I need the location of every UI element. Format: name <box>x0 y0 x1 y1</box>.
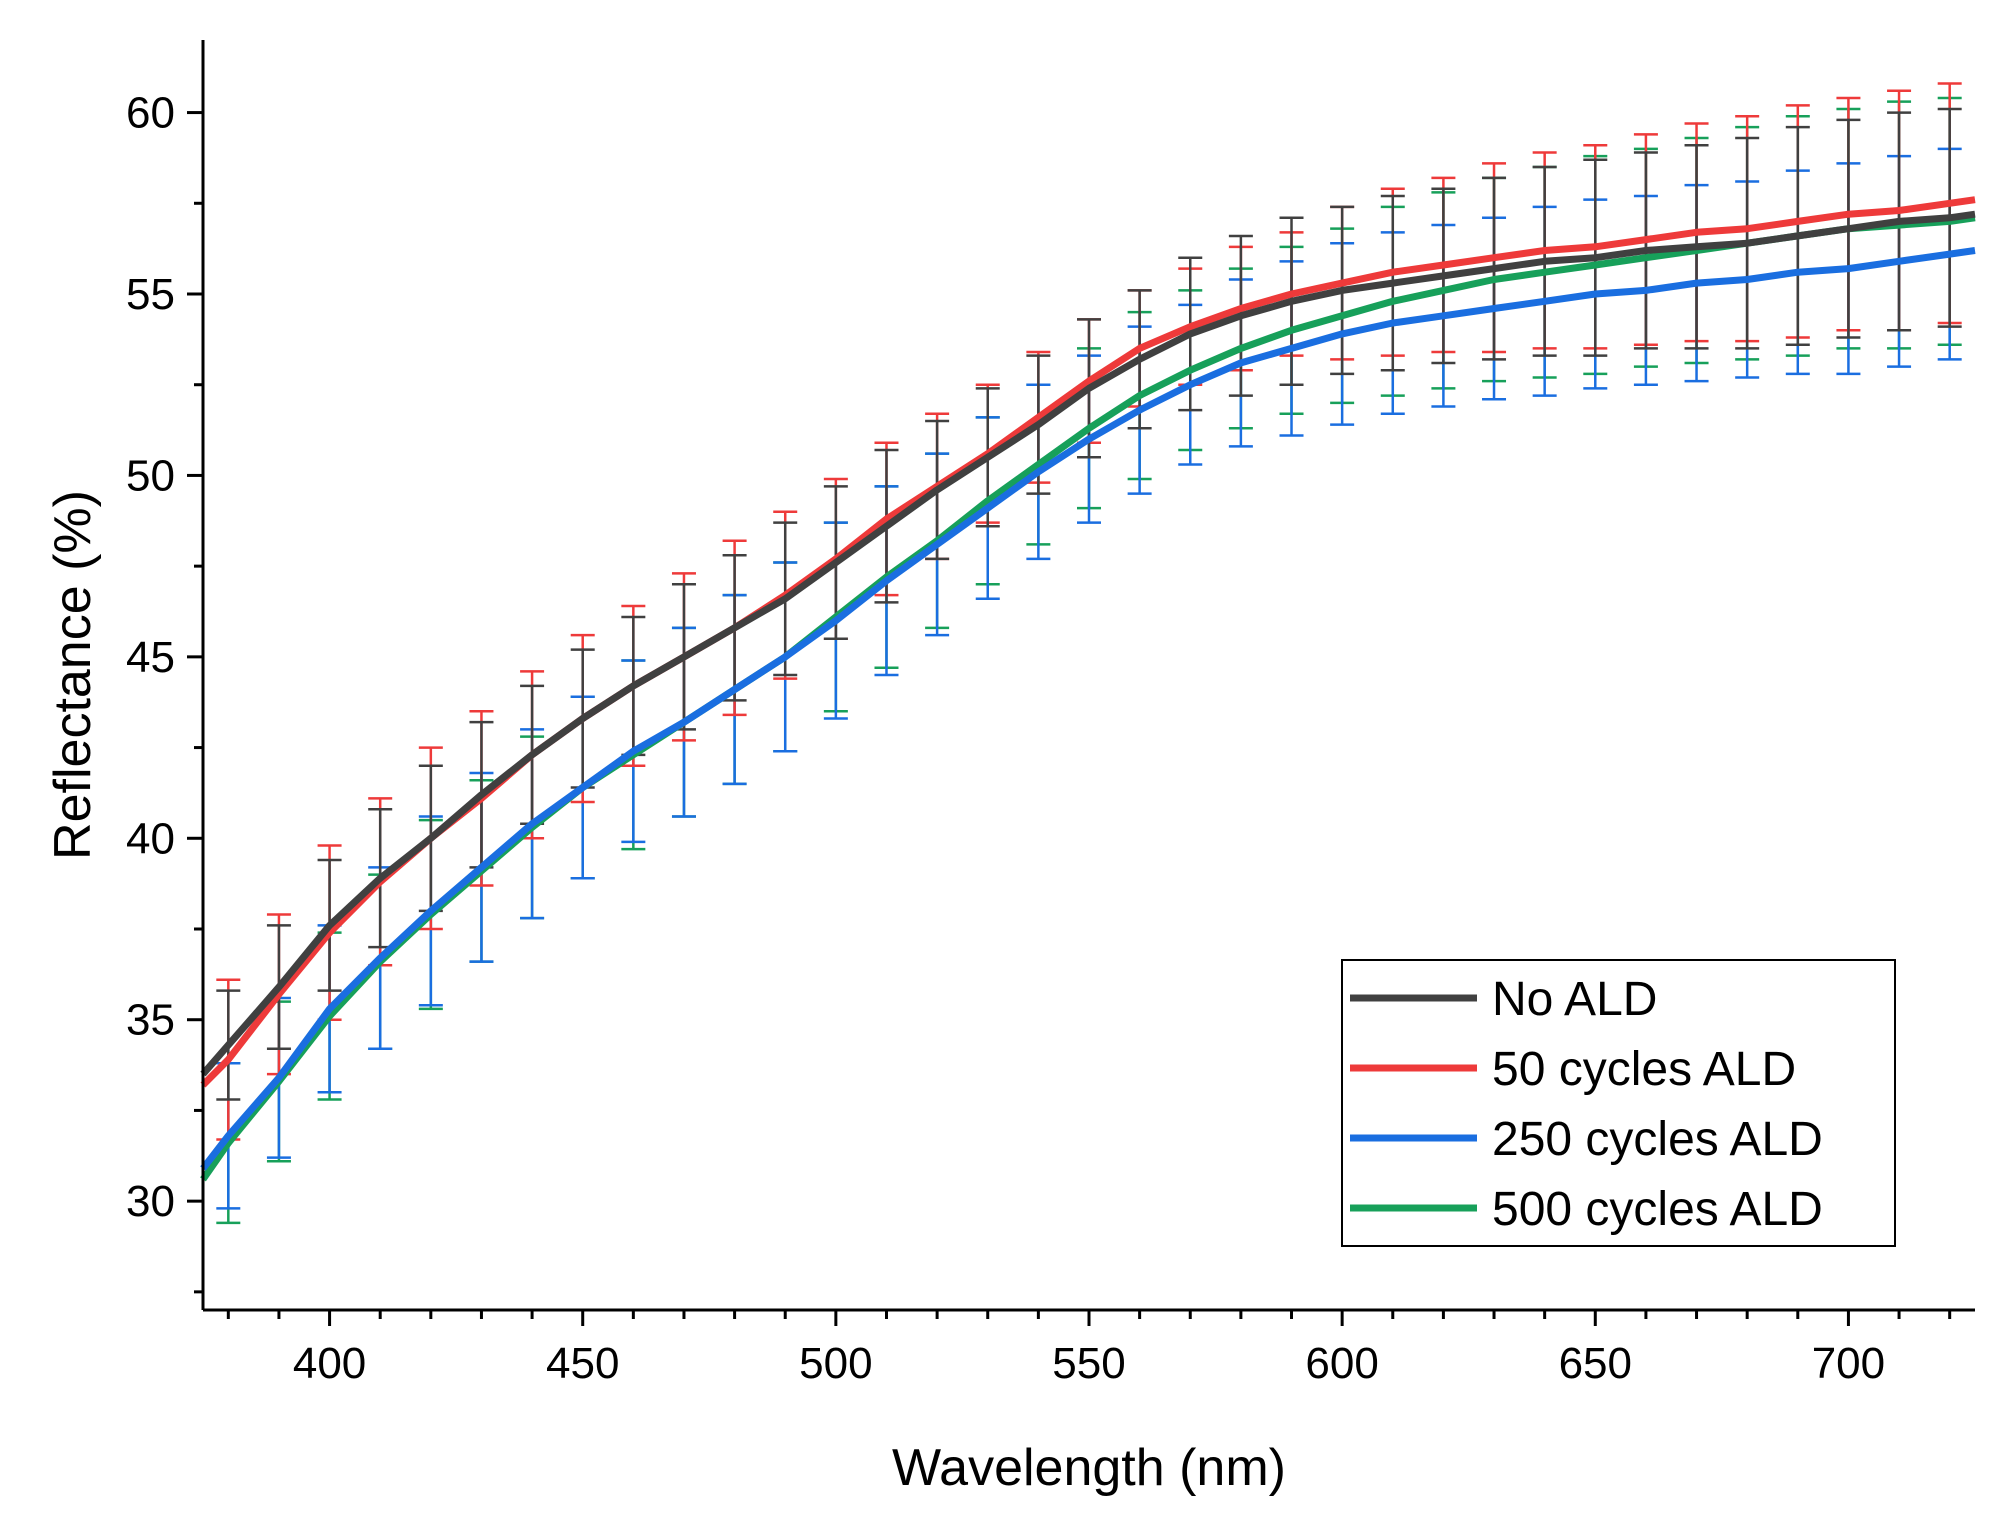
x-tick-label: 450 <box>546 1339 619 1388</box>
x-tick-label: 550 <box>1052 1339 1125 1388</box>
x-tick-label: 700 <box>1812 1339 1885 1388</box>
y-axis-title: Reflectance (%) <box>44 490 102 860</box>
y-tick-label: 60 <box>126 89 175 138</box>
legend-box <box>1341 959 1896 1247</box>
y-tick-label: 40 <box>126 814 175 863</box>
x-axis-title: Wavelength (nm) <box>892 1439 1286 1497</box>
x-tick-label: 650 <box>1559 1339 1632 1388</box>
y-tick-label: 35 <box>126 996 175 1045</box>
axes: 400 450 500 550 600 650 700 30 35 40 45 50 55 60 <box>126 40 1975 1388</box>
legend-label: 500 cycles ALD <box>1492 1183 1823 1236</box>
legend-label: 50 cycles ALD <box>1492 1043 1796 1096</box>
x-tick-label: 500 <box>799 1339 872 1388</box>
x-tick-label: 400 <box>293 1339 366 1388</box>
series-lines <box>200 196 1976 1182</box>
y-tick-label: 50 <box>126 451 175 500</box>
x-tick-label: 600 <box>1305 1339 1378 1388</box>
legend: No ALD 50 cycles ALD 250 cycles ALD 500 cyc… <box>1341 959 1896 1247</box>
y-tick-label: 30 <box>126 1177 175 1226</box>
y-tick-label: 55 <box>126 270 175 319</box>
y-tick-label: 45 <box>126 633 175 682</box>
legend-label: 250 cycles ALD <box>1492 1113 1823 1166</box>
series-line-2 <box>200 247 1976 1171</box>
series-line-0 <box>200 210 1976 1077</box>
legend-label: No ALD <box>1492 973 1657 1026</box>
